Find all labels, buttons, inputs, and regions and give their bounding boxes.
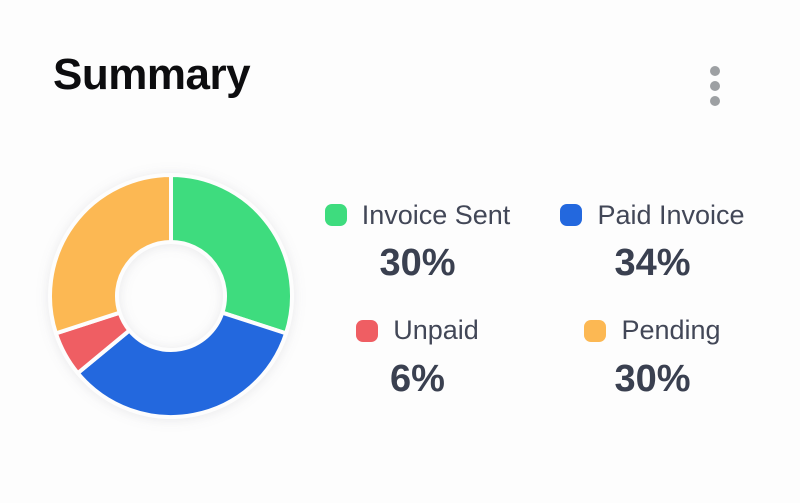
legend: Invoice Sent 30% Paid Invoice 34% Unpaid… (300, 200, 770, 401)
more-options-button[interactable] (698, 58, 732, 114)
page-title: Summary (53, 50, 251, 99)
donut-chart-svg (48, 173, 294, 419)
legend-label: Unpaid (393, 315, 479, 346)
unpaid-swatch-icon (356, 319, 379, 342)
kebab-menu-icon (710, 66, 720, 76)
legend-item-paid-invoice: Paid Invoice 34% (535, 200, 770, 286)
donut-segment-pending (48, 173, 173, 336)
kebab-menu-icon (710, 81, 720, 91)
donut-chart (41, 166, 301, 426)
kebab-menu-icon (710, 96, 720, 106)
donut-segment-invoice-sent (169, 173, 294, 336)
legend-value: 30% (379, 242, 456, 284)
legend-item-header: Paid Invoice (560, 199, 745, 230)
legend-label: Pending (621, 315, 721, 346)
legend-item-header: Unpaid (356, 315, 479, 346)
legend-item-header: Pending (584, 315, 721, 346)
legend-item-invoice-sent: Invoice Sent 30% (300, 200, 535, 286)
legend-item-unpaid: Unpaid 6% (300, 315, 535, 402)
legend-value: 30% (614, 357, 691, 400)
legend-label: Invoice Sent (361, 199, 511, 230)
legend-label: Paid Invoice (597, 199, 745, 230)
paid-invoice-swatch-icon (560, 204, 583, 226)
legend-value: 34% (614, 242, 691, 284)
invoice-sent-swatch-icon (324, 204, 347, 226)
legend-item-header: Invoice Sent (324, 199, 511, 230)
legend-item-pending: Pending 30% (535, 315, 770, 402)
donut-segment-paid-invoice (75, 310, 289, 419)
legend-value: 6% (390, 357, 445, 400)
pending-swatch-icon (584, 319, 607, 342)
